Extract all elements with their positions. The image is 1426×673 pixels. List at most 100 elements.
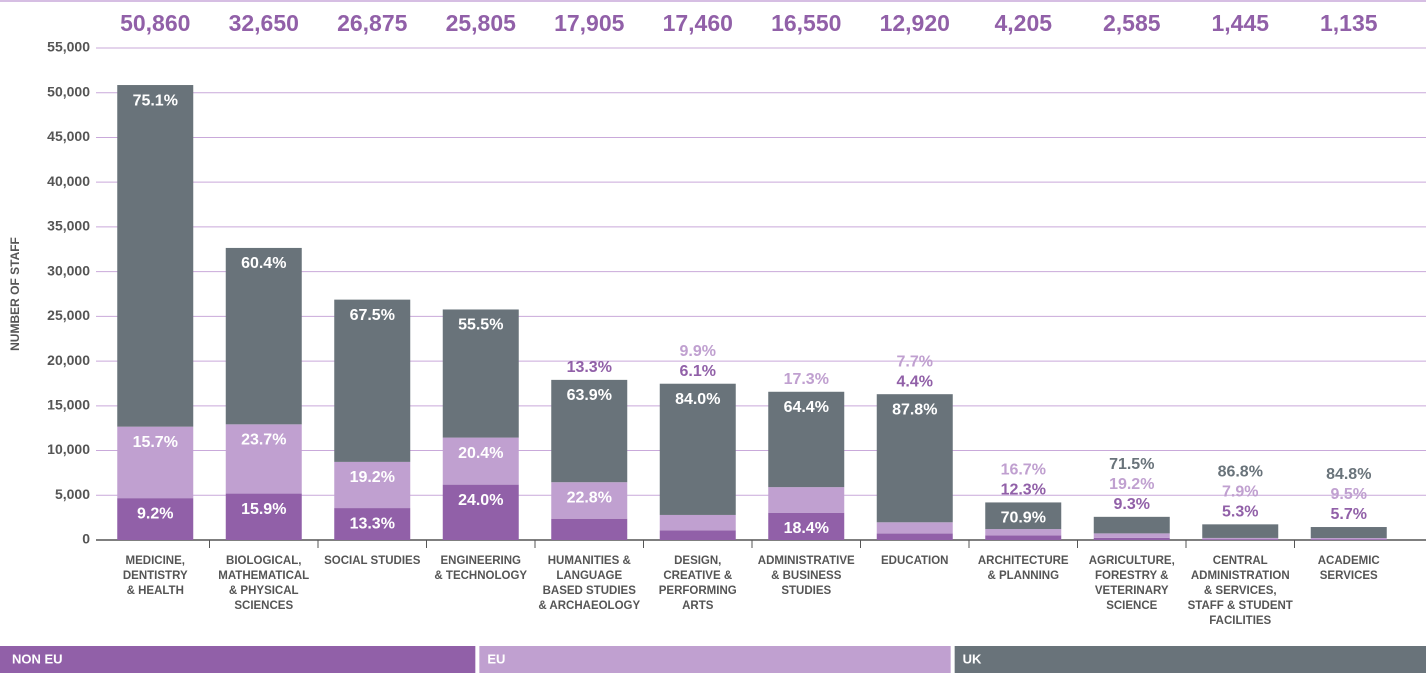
total-label: 50,860	[120, 10, 190, 36]
segment-label: 13.3%	[350, 515, 395, 532]
x-tick-label: HUMANITIES & LANGUAGE BASED STUDIES & ARCHA…	[538, 555, 640, 612]
total-label: 32,650	[229, 10, 299, 36]
bar-segment	[334, 508, 411, 540]
bar-segment	[659, 383, 736, 515]
segment-label: 70.9%	[1001, 510, 1046, 527]
x-tick-label: ENGINEERING & TECHNOLOGY	[434, 555, 527, 582]
segment-label: 15.9%	[241, 501, 286, 518]
y-tick-label: 5,000	[55, 486, 90, 502]
bar-segment	[1310, 539, 1387, 540]
bar-segment	[1202, 537, 1279, 540]
x-tick-label: BIOLOGICAL, MATHEMATICAL & PHYSICAL SCIENCE…	[218, 555, 309, 612]
bar-segment	[768, 391, 845, 488]
total-label: 1,135	[1320, 10, 1378, 36]
bar-segment	[225, 247, 302, 425]
y-tick-label: 55,000	[47, 39, 90, 55]
bar-segment	[876, 394, 953, 523]
segment-label: 19.2%	[350, 469, 395, 486]
bar-segment	[117, 85, 194, 427]
x-tick-label: SOCIAL STUDIES	[324, 555, 421, 567]
y-tick-label: 15,000	[47, 397, 90, 413]
x-tick-label: ARCHITECTURE & PLANNING	[978, 555, 1069, 582]
segment-label: 23.7%	[241, 432, 286, 449]
segment-label-above: 9.5%	[1331, 486, 1367, 503]
y-tick-label: 25,000	[47, 307, 90, 323]
bar-segment	[876, 533, 953, 540]
bar-segment	[1093, 537, 1170, 540]
segment-label-above: 84.8%	[1326, 466, 1371, 483]
bar-segment	[985, 529, 1062, 536]
y-tick-label: 40,000	[47, 173, 90, 189]
bar-segment	[551, 482, 628, 519]
y-tick-label: 45,000	[47, 128, 90, 144]
x-tick-label: AGRICULTURE, FORESTRY & VETERINARY SCIENCE	[1089, 555, 1175, 612]
bar-segment	[768, 512, 845, 540]
bar-segment	[768, 487, 845, 513]
bar-segment	[225, 424, 302, 494]
bar-segment	[659, 530, 736, 540]
total-label: 16,550	[771, 10, 841, 36]
segment-label-above: 5.3%	[1222, 504, 1258, 521]
y-tick-label: 20,000	[47, 352, 90, 368]
legend-swatch	[954, 646, 1426, 673]
segment-label: 84.0%	[675, 391, 720, 408]
segment-label-above: 71.5%	[1109, 456, 1154, 473]
bar-segment	[1202, 524, 1279, 538]
legend-swatch	[479, 646, 951, 673]
bar-segment	[985, 535, 1062, 540]
x-tick-label: EDUCATION	[881, 555, 949, 567]
bar-segment	[442, 309, 519, 438]
segment-label-above: 16.7%	[1001, 462, 1046, 479]
y-tick-label: 30,000	[47, 262, 90, 278]
segment-label: 87.8%	[892, 401, 937, 418]
bar-segment	[117, 498, 194, 540]
bar-segment	[1093, 516, 1170, 534]
bar-segment	[876, 522, 953, 534]
total-label: 25,805	[446, 10, 517, 36]
segment-label-above: 13.3%	[567, 359, 612, 376]
total-label: 17,905	[554, 10, 625, 36]
segment-label: 75.1%	[133, 92, 178, 109]
segment-label: 60.4%	[241, 255, 286, 272]
y-tick-label: 10,000	[47, 441, 90, 457]
bar-segment	[551, 518, 628, 540]
segment-label-above: 7.9%	[1222, 484, 1258, 501]
total-label: 12,920	[880, 10, 950, 36]
bar-segment	[334, 461, 411, 509]
segment-label: 20.4%	[458, 445, 503, 462]
segment-label: 67.5%	[350, 307, 395, 324]
x-tick-label: ACADEMIC SERVICES	[1318, 555, 1380, 582]
y-tick-label: 35,000	[47, 218, 90, 234]
segment-label: 63.9%	[567, 387, 612, 404]
legend-label: EU	[487, 651, 505, 666]
x-tick-label: CENTRAL ADMINISTRATION & SERVICES, STAFF & …	[1188, 555, 1293, 627]
segment-label-above: 17.3%	[784, 371, 829, 388]
legend-label: UK	[963, 651, 982, 666]
segment-label: 18.4%	[784, 520, 829, 537]
segment-label: 64.4%	[784, 399, 829, 416]
segment-label-above: 7.7%	[897, 353, 933, 370]
segment-label: 15.7%	[133, 434, 178, 451]
y-tick-label: 50,000	[47, 83, 90, 99]
bar-segment	[117, 426, 194, 499]
total-label: 1,445	[1211, 10, 1269, 36]
x-tick-label: DESIGN, CREATIVE & PERFORMING ARTS	[659, 555, 737, 612]
segment-label-above: 4.4%	[897, 373, 933, 390]
bar-segment	[1202, 539, 1279, 540]
segment-label: 55.5%	[458, 317, 503, 334]
bar-segment	[1093, 533, 1170, 538]
bar-segment	[985, 502, 1062, 530]
segment-label: 9.2%	[137, 505, 173, 522]
y-tick-label: 0	[82, 531, 90, 547]
segment-label: 22.8%	[567, 489, 612, 506]
bar-segment	[1310, 538, 1387, 540]
total-label: 4,205	[994, 10, 1052, 36]
y-axis-title: NUMBER OF STAFF	[8, 237, 22, 351]
x-tick-label: ADMINISTRATIVE & BUSINESS STUDIES	[758, 555, 855, 597]
bar-segment	[225, 493, 302, 540]
bar-segment	[1310, 527, 1387, 539]
total-label: 2,585	[1103, 10, 1161, 36]
segment-label-above: 86.8%	[1218, 464, 1263, 481]
segment-label-above: 12.3%	[1001, 482, 1046, 499]
